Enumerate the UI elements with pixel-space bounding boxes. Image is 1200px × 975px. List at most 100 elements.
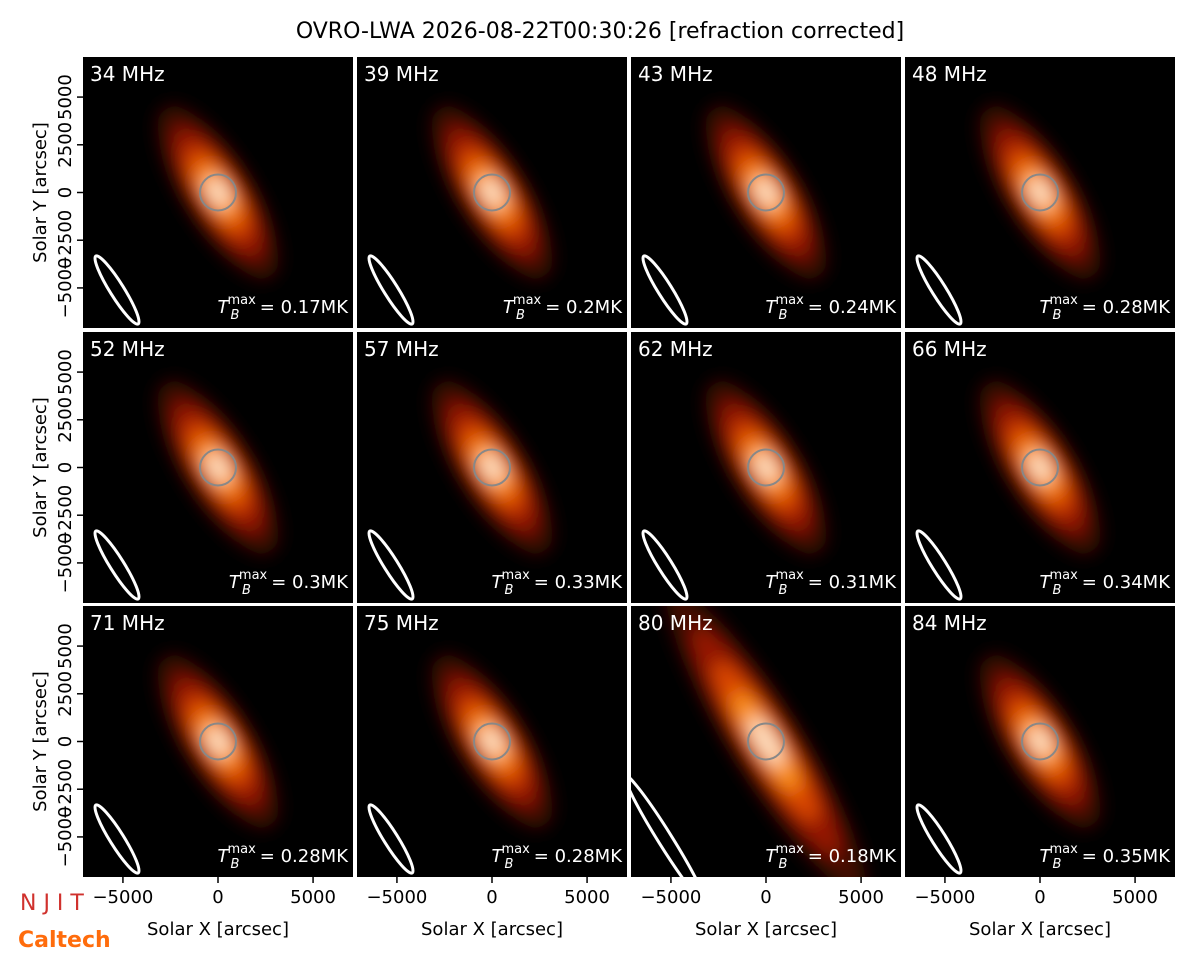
frequency-label: 75 MHz (364, 611, 439, 635)
solar-disk (199, 173, 237, 212)
tb-subscript: B (231, 857, 240, 872)
x-tick-label: 0 (212, 887, 223, 908)
y-tick-label: 5000 (55, 74, 76, 120)
x-axis-label: Solar X [arcsec] (695, 919, 837, 940)
y-tick-label: −5000 (55, 806, 76, 867)
emission-layer (207, 178, 229, 207)
frequency-label: 57 MHz (364, 337, 439, 361)
panel (631, 57, 901, 328)
panel (357, 57, 627, 328)
x-tick-label: 5000 (1112, 887, 1158, 908)
panel (905, 57, 1175, 328)
emission (666, 606, 866, 877)
frequency-label: 80 MHz (638, 611, 713, 635)
emission-layer (1029, 727, 1051, 756)
solar-disk (199, 722, 237, 761)
beam (641, 529, 689, 601)
x-axis-label: Solar X [arcsec] (147, 919, 289, 940)
tb-value: = 0.24MK (808, 297, 897, 318)
tb-value: = 0.35MK (1082, 846, 1171, 867)
y-tick-label: −5000 (55, 532, 76, 593)
panel (905, 332, 1175, 603)
y-tick-label: −2500 (55, 210, 76, 271)
frequency-label: 48 MHz (912, 62, 987, 86)
tb-superscript: max (1049, 568, 1078, 583)
x-tick-label: 0 (760, 887, 771, 908)
tb-value: = 0.18MK (808, 846, 897, 867)
x-tick-label: 5000 (290, 887, 336, 908)
panel (357, 606, 627, 877)
emission (705, 380, 827, 555)
frequency-label: 34 MHz (90, 62, 165, 86)
beam (93, 803, 141, 875)
logo-njit: N J I T (20, 891, 84, 916)
solar-disk (199, 448, 237, 487)
tb-value: = 0.3MK (271, 572, 349, 593)
solar-disk (747, 448, 785, 487)
y-axis-label: Solar Y [arcsec] (30, 122, 51, 263)
panel (83, 332, 353, 603)
tb-superscript: max (1049, 842, 1078, 857)
solar-disk (473, 448, 511, 487)
tb-subscript: B (1053, 857, 1062, 872)
tb-symbol: T (491, 846, 504, 867)
beam (915, 529, 963, 601)
y-tick-label: −5000 (55, 257, 76, 318)
emission (431, 105, 553, 280)
x-axis-label: Solar X [arcsec] (421, 919, 563, 940)
x-tick-label: 5000 (838, 887, 884, 908)
x-tick-label: −5000 (914, 887, 975, 908)
emission-layer (749, 716, 783, 767)
solar-disk (1021, 722, 1059, 761)
beam (915, 254, 963, 326)
tb-superscript: max (513, 293, 542, 308)
tb-subscript: B (1053, 308, 1062, 323)
y-tick-label: −2500 (55, 759, 76, 820)
frequency-label: 39 MHz (364, 62, 439, 86)
tb-subscript: B (242, 583, 251, 598)
tb-symbol: T (765, 572, 778, 593)
y-tick-label: 5000 (55, 349, 76, 395)
emission-layer (207, 453, 229, 482)
tb-symbol: T (765, 846, 778, 867)
solar-disk (473, 173, 511, 212)
frequency-label: 52 MHz (90, 337, 165, 361)
emission (157, 105, 279, 280)
emission-layer (755, 178, 777, 207)
beam (915, 803, 963, 875)
beam (93, 254, 141, 326)
panel (357, 332, 627, 603)
frequency-label: 66 MHz (912, 337, 987, 361)
beam (367, 803, 415, 875)
frequency-label: 71 MHz (90, 611, 165, 635)
emission-layer (481, 178, 503, 207)
y-tick-label: 2500 (55, 671, 76, 717)
x-tick-label: −5000 (640, 887, 701, 908)
tb-superscript: max (501, 568, 530, 583)
solar-disk (1021, 173, 1059, 212)
x-tick-label: 0 (486, 887, 497, 908)
x-tick-label: 0 (1034, 887, 1045, 908)
tb-value: = 0.17MK (260, 297, 349, 318)
chart-title: OVRO-LWA 2026-08-22T00:30:26 [refraction… (296, 19, 904, 44)
x-axis-label: Solar X [arcsec] (969, 919, 1111, 940)
emission-layer (207, 727, 229, 756)
tb-superscript: max (239, 568, 268, 583)
emission (157, 380, 279, 555)
tb-subscript: B (779, 308, 788, 323)
tb-subscript: B (505, 583, 514, 598)
beam (93, 529, 141, 601)
tb-value: = 0.33MK (534, 572, 623, 593)
emission-layer (481, 727, 503, 756)
frequency-label: 43 MHz (638, 62, 713, 86)
logo-caltech: Caltech (18, 928, 111, 953)
tb-subscript: B (1053, 583, 1062, 598)
panel (905, 606, 1175, 877)
tb-symbol: T (503, 297, 516, 318)
tb-symbol: T (229, 572, 242, 593)
tb-superscript: max (775, 842, 804, 857)
tb-symbol: T (217, 297, 230, 318)
tb-value: = 0.31MK (808, 572, 897, 593)
tb-value: = 0.2MK (545, 297, 623, 318)
